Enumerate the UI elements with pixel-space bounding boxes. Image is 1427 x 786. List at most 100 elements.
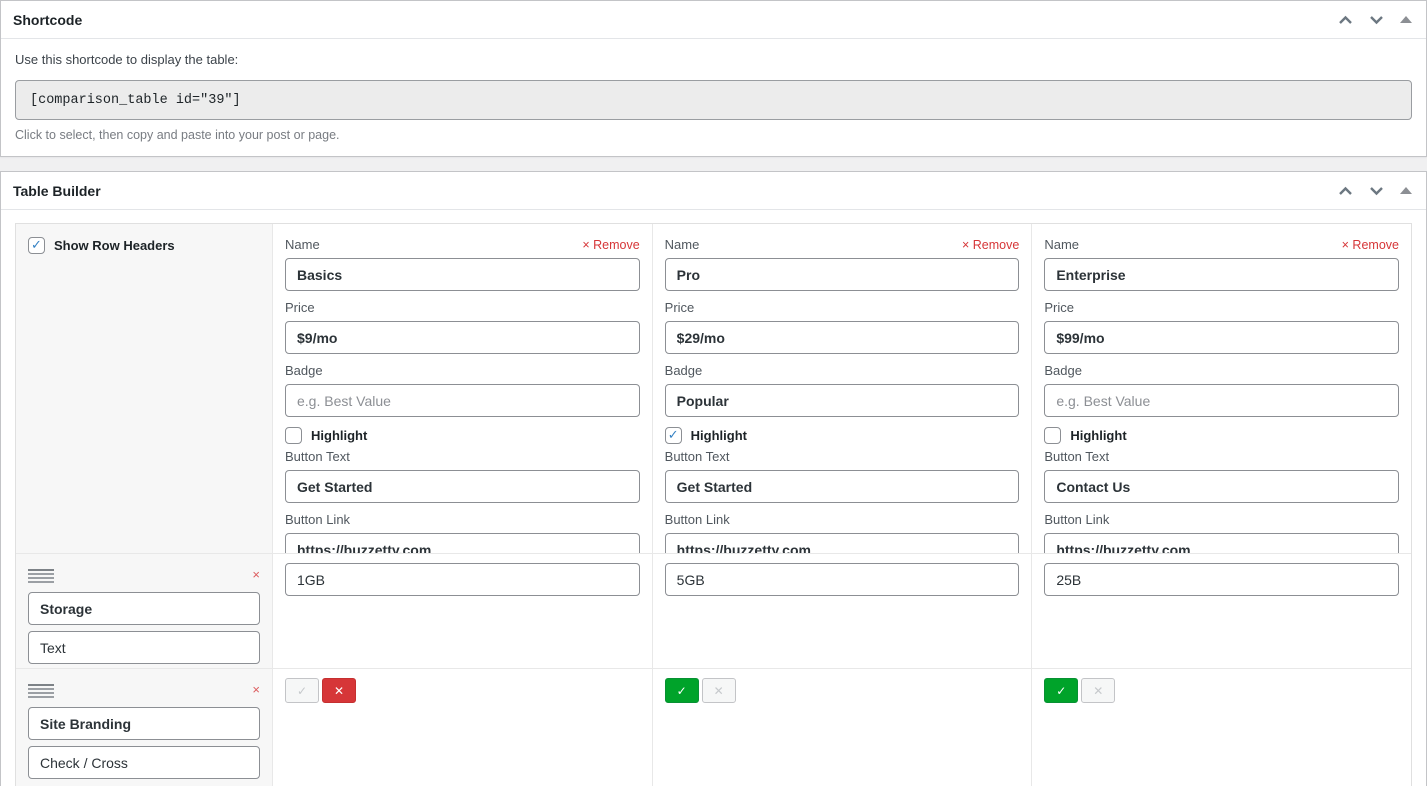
row-value-input[interactable] (1044, 563, 1399, 596)
check-cross-toggle: ✓ ✕ (285, 678, 356, 703)
move-up-icon[interactable] (1338, 186, 1353, 196)
plan-price-input[interactable] (1044, 321, 1399, 354)
cross-icon: ✕ (333, 683, 345, 698)
table-builder-metabox-header[interactable]: Table Builder (1, 172, 1426, 210)
cross-toggle-button[interactable]: ✕ (701, 678, 736, 703)
shortcode-input[interactable] (15, 80, 1412, 120)
plan-badge-input[interactable] (285, 384, 640, 417)
button-text-field-label: Button Text (285, 449, 350, 464)
check-cross-toggle: ✓ ✕ (1044, 678, 1116, 703)
badge-field-label: Badge (285, 363, 323, 378)
shortcode-help-text: Click to select, then copy and paste int… (15, 128, 340, 142)
highlight-checkbox[interactable]: ✓ (285, 427, 302, 444)
name-field-label: Name (664, 237, 700, 252)
price-field-label: Price (285, 300, 315, 315)
check-icon: ✓ (676, 683, 687, 698)
remove-row-link[interactable]: × (252, 682, 260, 697)
name-field-label: Name (285, 237, 320, 252)
checkmark-icon: ✓ (31, 238, 42, 253)
collapse-panel-icon[interactable] (1400, 16, 1412, 23)
remove-column-link[interactable]: × Remove (582, 237, 640, 252)
plan-button-text-input[interactable] (285, 470, 640, 503)
row-toggle-cell: ✓ ✕ (1031, 668, 1411, 786)
move-down-icon[interactable] (1369, 15, 1384, 25)
check-cross-toggle: ✓ ✕ (664, 678, 736, 703)
shortcode-metabox-header[interactable]: Shortcode (1, 1, 1426, 39)
shortcode-metabox-body: Use this shortcode to display the table:… (1, 39, 1426, 156)
plan-name-input[interactable] (285, 258, 640, 291)
cross-icon: ✕ (713, 683, 724, 698)
show-row-headers-checkbox[interactable]: ✓ (28, 237, 45, 254)
builder-grid: ✓ Show Row Headers Name × Remove Price B… (15, 223, 1412, 786)
table-builder-metabox: Table Builder ✓ Show Row Headers (0, 171, 1427, 786)
check-toggle-button[interactable]: ✓ (285, 678, 319, 703)
drag-handle-icon[interactable] (28, 683, 54, 698)
plan-badge-input[interactable] (664, 384, 1020, 417)
shortcode-metabox-title: Shortcode (13, 11, 83, 28)
button-link-field-label: Button Link (664, 512, 730, 527)
row-header-cell-storage: × (16, 553, 272, 668)
plan-name-input[interactable] (664, 258, 1020, 291)
price-field-label: Price (1044, 300, 1074, 315)
plan-button-text-input[interactable] (1044, 470, 1399, 503)
table-builder-metabox-title: Table Builder (13, 182, 101, 199)
check-toggle-button[interactable]: ✓ (664, 678, 699, 703)
metabox-handle-actions (1338, 15, 1414, 25)
show-row-headers-toggle[interactable]: ✓ Show Row Headers (28, 237, 260, 254)
row-value-cell (1031, 553, 1411, 668)
row-type-select[interactable] (28, 631, 260, 664)
button-text-field-label: Button Text (664, 449, 730, 464)
plan-name-input[interactable] (1044, 258, 1399, 291)
plan-column-pro: Name × Remove Price Badge ✓ Highlight Bu… (651, 224, 1032, 566)
metabox-handle-actions (1338, 186, 1414, 196)
show-row-headers-cell: ✓ Show Row Headers (16, 224, 272, 553)
table-builder-metabox-body: ✓ Show Row Headers Name × Remove Price B… (1, 210, 1426, 786)
cross-toggle-button[interactable]: ✕ (322, 678, 356, 703)
highlight-checkbox[interactable]: ✓ (1044, 427, 1062, 444)
row-type-select[interactable] (28, 746, 260, 779)
row-label-input[interactable] (28, 592, 260, 625)
plan-price-input[interactable] (285, 321, 640, 354)
drag-handle-icon[interactable] (28, 568, 54, 583)
highlight-label: Highlight (1070, 428, 1127, 443)
button-link-field-label: Button Link (1044, 512, 1110, 527)
remove-column-link[interactable]: × Remove (962, 237, 1020, 252)
check-icon: ✓ (296, 683, 308, 698)
highlight-toggle[interactable]: ✓ Highlight (664, 427, 1020, 444)
highlight-label: Highlight (690, 428, 747, 443)
plan-price-input[interactable] (664, 321, 1020, 354)
move-down-icon[interactable] (1369, 186, 1384, 196)
remove-column-link[interactable]: × Remove (1341, 237, 1399, 252)
button-link-field-label: Button Link (285, 512, 351, 527)
button-text-field-label: Button Text (1044, 449, 1110, 464)
check-icon: ✓ (1056, 683, 1067, 698)
checkmark-icon: ✓ (667, 428, 679, 443)
badge-field-label: Badge (1044, 363, 1082, 378)
row-label-input[interactable] (28, 707, 260, 740)
plan-column-enterprise: Name × Remove Price Badge ✓ Highlight Bu… (1031, 224, 1411, 566)
badge-field-label: Badge (664, 363, 703, 378)
move-up-icon[interactable] (1338, 15, 1353, 25)
row-value-cell (651, 553, 1032, 668)
check-toggle-button[interactable]: ✓ (1044, 678, 1079, 703)
cross-toggle-button[interactable]: ✕ (1081, 678, 1116, 703)
row-value-input[interactable] (664, 563, 1020, 596)
row-toggle-cell: ✓ ✕ (651, 668, 1032, 786)
row-header-cell-site-branding: × (16, 668, 272, 786)
row-toggle-cell: ✓ ✕ (272, 668, 652, 786)
show-row-headers-label: Show Row Headers (54, 238, 175, 253)
highlight-label: Highlight (311, 428, 368, 443)
row-value-input[interactable] (285, 563, 640, 596)
name-field-label: Name (1044, 237, 1080, 252)
shortcode-metabox: Shortcode Use this shortcode to display … (0, 0, 1427, 157)
remove-row-link[interactable]: × (252, 567, 260, 582)
cross-icon: ✕ (1093, 683, 1104, 698)
plan-badge-input[interactable] (1044, 384, 1399, 417)
highlight-checkbox[interactable]: ✓ (664, 427, 682, 444)
shortcode-instruction: Use this shortcode to display the table: (15, 52, 239, 67)
highlight-toggle[interactable]: ✓ Highlight (285, 427, 640, 444)
plan-button-text-input[interactable] (664, 470, 1020, 503)
row-value-cell (272, 553, 652, 668)
collapse-panel-icon[interactable] (1400, 187, 1412, 194)
highlight-toggle[interactable]: ✓ Highlight (1044, 427, 1399, 444)
